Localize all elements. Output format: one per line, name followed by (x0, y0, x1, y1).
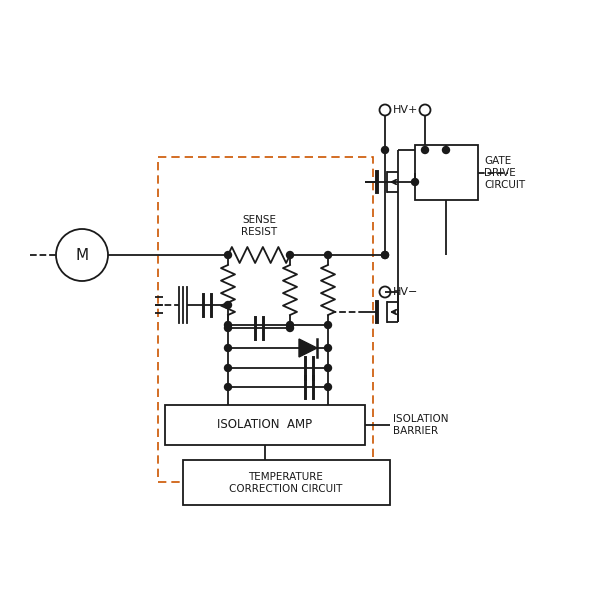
Circle shape (224, 383, 232, 391)
Circle shape (224, 344, 232, 352)
Circle shape (287, 251, 293, 259)
Bar (165, 405, 365, 445)
Text: HV−: HV− (393, 287, 418, 297)
Circle shape (325, 344, 331, 352)
Text: SENSE
RESIST: SENSE RESIST (241, 215, 277, 237)
Circle shape (382, 251, 389, 259)
Circle shape (224, 322, 232, 329)
Circle shape (412, 179, 419, 185)
Circle shape (224, 364, 232, 371)
Text: TEMPERATURE
CORRECTION CIRCUIT: TEMPERATURE CORRECTION CIRCUIT (229, 472, 343, 494)
Circle shape (382, 251, 389, 259)
Circle shape (443, 146, 449, 154)
Circle shape (287, 325, 293, 331)
Text: ISOLATION
BARRIER: ISOLATION BARRIER (393, 414, 449, 436)
Bar (158, 157, 373, 482)
Bar (415, 145, 478, 200)
Circle shape (224, 301, 232, 308)
Text: ISOLATION  AMP: ISOLATION AMP (217, 419, 313, 431)
Bar (183, 460, 390, 505)
Circle shape (325, 364, 331, 371)
Circle shape (325, 322, 331, 329)
Circle shape (287, 322, 293, 329)
Circle shape (325, 383, 331, 391)
Circle shape (224, 251, 232, 259)
Text: M: M (76, 247, 89, 263)
Circle shape (224, 325, 232, 331)
Circle shape (325, 251, 331, 259)
Circle shape (382, 146, 389, 154)
Text: HV+: HV+ (393, 105, 418, 115)
Circle shape (421, 146, 428, 154)
Text: GATE
DRIVE
CIRCUIT: GATE DRIVE CIRCUIT (484, 157, 525, 190)
Polygon shape (299, 339, 317, 357)
